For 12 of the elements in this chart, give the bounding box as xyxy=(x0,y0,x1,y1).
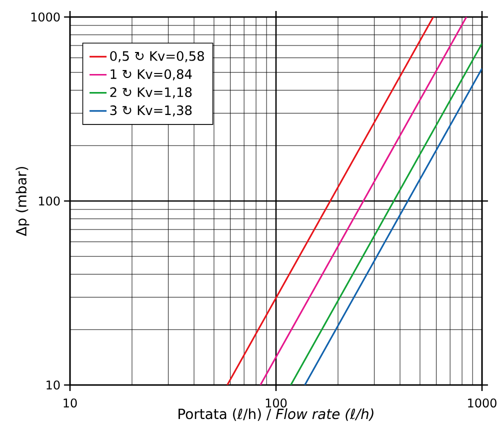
legend-label: 2 ↻ Kv=1,18 xyxy=(110,87,192,98)
legend-label: 1 ↻ Kv=0,84 xyxy=(110,69,192,80)
y-tick-label: 10 xyxy=(46,380,60,390)
x-axis-title: Portata (ℓ/h) / Flow rate (ℓ/h) xyxy=(178,408,374,421)
y-tick-label: 100 xyxy=(39,196,60,206)
y-axis-title: Δp (mbar) xyxy=(16,166,30,236)
y-tick-label: 1000 xyxy=(31,12,60,22)
legend-label: 0,5 ↻ Kv=0,58 xyxy=(110,51,204,62)
x-tick-label: 10 xyxy=(64,398,77,408)
x-tick-label: 1000 xyxy=(468,398,496,408)
x-tick-label: 100 xyxy=(266,398,287,408)
legend-label: 3 ↻ Kv=1,38 xyxy=(110,105,192,116)
